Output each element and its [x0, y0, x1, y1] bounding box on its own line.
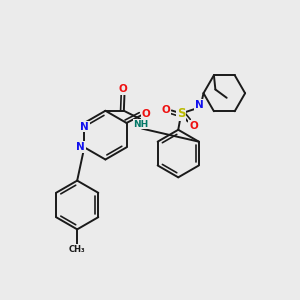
Text: N: N [80, 122, 89, 131]
Text: N: N [76, 142, 85, 152]
Text: N: N [195, 100, 203, 110]
Text: O: O [161, 105, 170, 115]
Text: S: S [177, 107, 185, 120]
Text: CH₃: CH₃ [69, 245, 85, 254]
Text: O: O [142, 109, 151, 119]
Text: O: O [119, 84, 128, 94]
Text: O: O [189, 121, 198, 131]
Text: NH: NH [134, 120, 149, 129]
